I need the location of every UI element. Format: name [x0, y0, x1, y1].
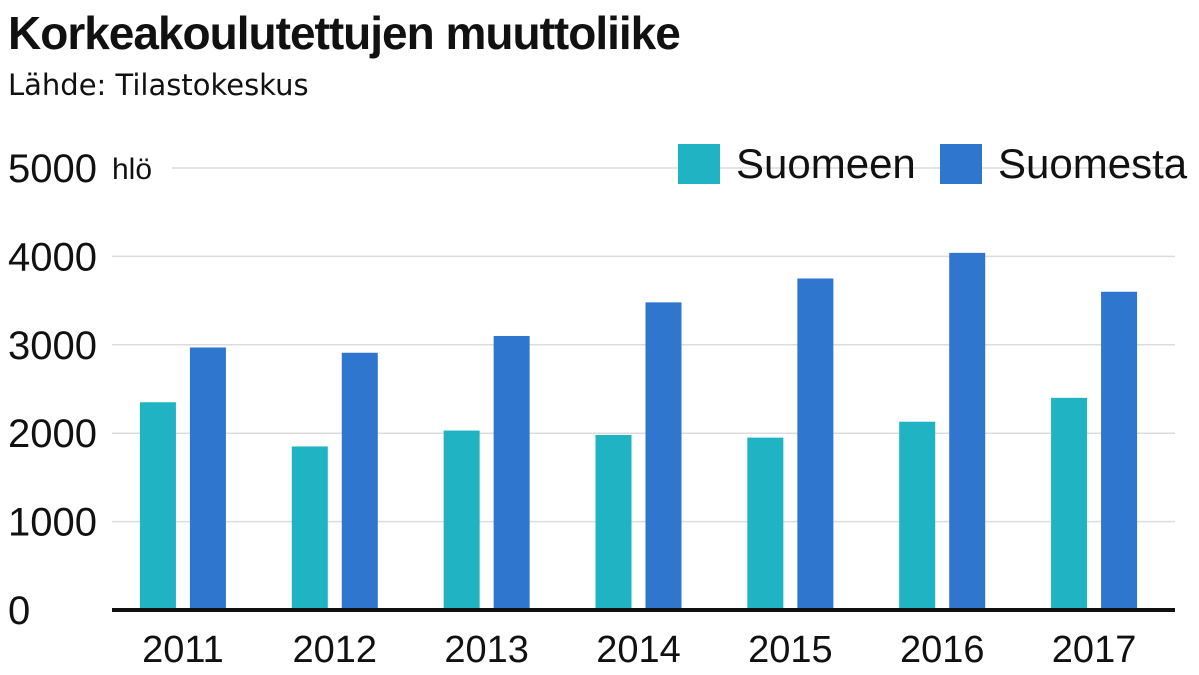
y-tick-label: 4000	[8, 235, 97, 279]
bar-suomesta-2014	[645, 302, 682, 610]
bar-suomesta-2011	[189, 347, 226, 610]
legend: Suomeen Suomesta	[678, 140, 1188, 187]
bar-suomeen-2014	[595, 434, 632, 610]
x-tick-label: 2015	[748, 629, 833, 671]
x-tick-label: 2014	[596, 629, 681, 671]
y-axis: 0 1000 2000 3000 4000 5000 hlö	[8, 147, 152, 633]
y-tick-label: 1000	[8, 501, 97, 545]
bar-suomeen-2012	[291, 446, 328, 610]
y-tick-label: 3000	[8, 324, 97, 368]
y-tick-label: 2000	[8, 412, 97, 456]
y-unit-label: hlö	[112, 153, 152, 186]
bar-suomeen-2013	[443, 430, 480, 610]
bar-suomesta-2012	[341, 352, 378, 610]
legend-label-suomeen: Suomeen	[736, 140, 916, 187]
x-tick-label: 2016	[900, 629, 985, 671]
bar-suomeen-2016	[899, 421, 936, 610]
x-tick-labels: 2011 2012 2013 2014 2015 2016 2017	[142, 629, 1136, 671]
x-tick-label: 2013	[444, 629, 529, 671]
x-tick-label: 2012	[293, 629, 378, 671]
legend-label-suomesta: Suomesta	[998, 140, 1188, 187]
x-tick-label: 2011	[142, 629, 224, 671]
bar-suomeen-2017	[1051, 397, 1088, 610]
chart-source: Lähde: Tilastokeskus	[8, 68, 309, 102]
bar-suomesta-2015	[797, 278, 834, 610]
y-tick-label: 5000	[8, 147, 97, 191]
gridlines	[112, 167, 1175, 523]
y-tick-label: 0	[8, 589, 30, 633]
bar-suomeen-2011	[139, 402, 176, 610]
bars	[139, 252, 1138, 610]
bar-suomesta-2013	[493, 335, 530, 610]
x-tick-label: 2017	[1052, 629, 1137, 671]
bar-suomeen-2015	[747, 437, 784, 610]
bar-suomesta-2016	[949, 252, 986, 610]
legend-swatch-suomeen	[678, 144, 720, 184]
bar-suomesta-2017	[1101, 291, 1138, 610]
chart-title: Korkeakoulutettujen muuttoliike	[8, 7, 681, 59]
legend-swatch-suomesta	[940, 144, 982, 184]
